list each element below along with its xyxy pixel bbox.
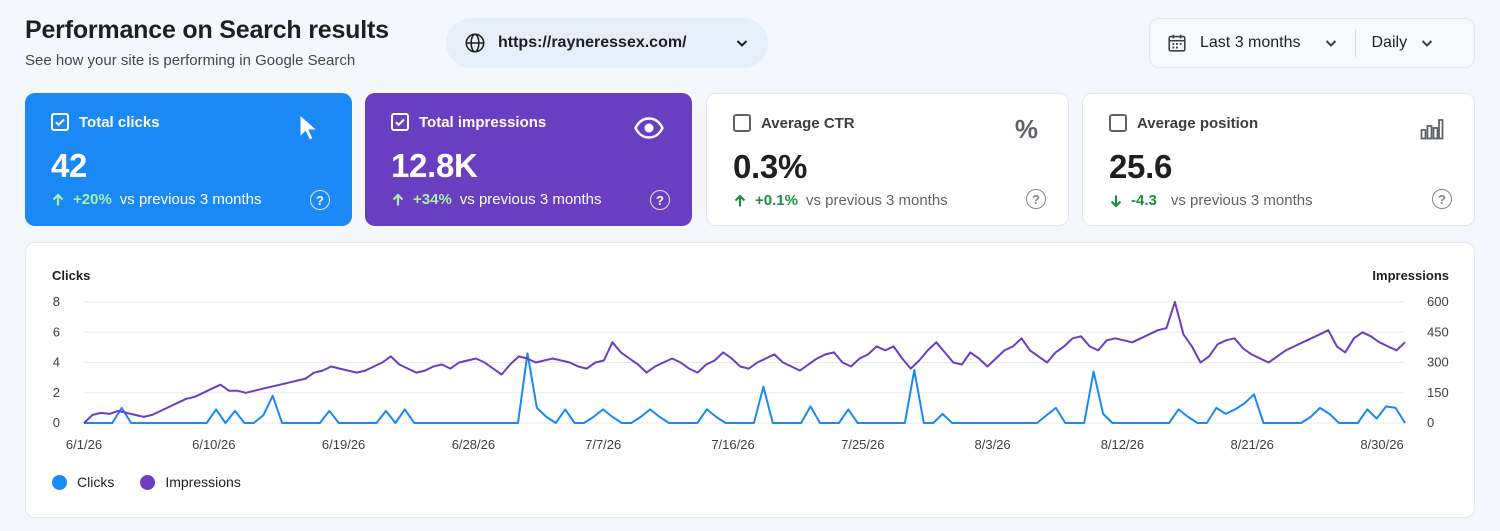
arrow-down-icon <box>1109 194 1123 208</box>
metric-label: Total impressions <box>419 113 547 131</box>
y-tick-label-right: 0 <box>1427 415 1434 430</box>
chevron-down-icon <box>1419 35 1435 51</box>
legend-item-clicks[interactable]: Clicks <box>52 474 114 490</box>
series-line-clicks <box>84 352 1406 424</box>
x-tick-label: 6/28/26 <box>452 437 495 452</box>
x-tick-label: 8/3/26 <box>975 437 1011 452</box>
metric-compare: vs previous 3 months <box>459 191 602 208</box>
y-tick-label-left: 8 <box>53 294 60 309</box>
metric-label: Average CTR <box>761 114 855 132</box>
legend-label: Clicks <box>77 474 115 490</box>
metric-delta: +20% <box>73 191 112 208</box>
date-range-label: Last 3 months <box>1200 34 1301 51</box>
x-tick-label: 7/7/26 <box>585 437 621 452</box>
metric-value: 25.6 <box>1109 148 1173 185</box>
y-tick-label-right: 600 <box>1427 294 1449 309</box>
chevron-down-icon <box>1323 35 1339 51</box>
x-tick-label: 6/1/26 <box>66 437 102 452</box>
calendar-icon <box>1166 32 1188 54</box>
y-axis-title-left: Clicks <box>52 268 90 283</box>
metric-delta: -4.3 <box>1131 192 1157 209</box>
metric-card-total-impressions[interactable]: Total impressions 12.8K +34% vs previous… <box>365 93 692 226</box>
x-tick-label: 8/21/26 <box>1231 437 1274 452</box>
metric-compare: vs previous 3 months <box>805 192 948 209</box>
x-tick-label: 6/10/26 <box>192 437 235 452</box>
metric-card-total-clicks[interactable]: Total clicks 42 +20% vs previous 3 month… <box>25 93 352 226</box>
legend-item-impressions[interactable]: Impressions <box>140 474 241 490</box>
metric-card-average-ctr[interactable]: Average CTR % 0.3% +0.1% vs previous 3 m… <box>706 93 1069 226</box>
page-subtitle: See how your site is performing in Googl… <box>25 52 356 69</box>
arrow-up-icon <box>391 192 405 207</box>
y-tick-label-right: 300 <box>1427 355 1449 370</box>
y-tick-label-left: 6 <box>53 324 60 339</box>
metric-compare: vs previous 3 months <box>1170 192 1313 209</box>
metric-delta: +0.1% <box>755 192 798 209</box>
help-icon[interactable]: ? <box>1026 189 1046 209</box>
date-range-dropdown[interactable]: Last 3 months <box>1150 19 1355 67</box>
y-tick-label-left: 2 <box>53 385 60 400</box>
checkbox-unchecked-icon[interactable] <box>1109 114 1127 132</box>
metric-value: 0.3% <box>733 148 808 185</box>
site-selector[interactable]: https://rayneressex.com/ <box>446 18 768 68</box>
bar-chart-icon <box>1420 118 1444 145</box>
metric-label: Total clicks <box>79 113 160 131</box>
eye-icon <box>634 117 664 144</box>
help-icon[interactable]: ? <box>310 190 330 210</box>
checkbox-checked-icon[interactable] <box>391 113 409 131</box>
cursor-icon <box>296 113 322 148</box>
x-tick-label: 8/30/26 <box>1360 437 1403 452</box>
x-tick-label: 7/16/26 <box>711 437 754 452</box>
y-axis-title-right: Impressions <box>1372 268 1449 283</box>
y-tick-label-left: 4 <box>53 355 60 370</box>
metric-compare: vs previous 3 months <box>119 191 262 208</box>
checkbox-unchecked-icon[interactable] <box>733 114 751 132</box>
x-tick-label: 7/25/26 <box>841 437 884 452</box>
series-line-impressions <box>83 301 1406 424</box>
divider <box>1354 29 1356 57</box>
percent-icon: % <box>1014 114 1038 144</box>
metric-value: 42 <box>51 147 88 184</box>
page-title: Performance on Search results <box>25 16 389 44</box>
legend-dot-impressions <box>140 474 156 490</box>
legend-label: Impressions <box>165 474 241 490</box>
metric-label: Average position <box>1137 114 1259 132</box>
metric-card-average-position[interactable]: Average position 25.6 -4.3 vs previous 3… <box>1082 93 1475 226</box>
chart-legend: Clicks Impressions <box>52 474 253 490</box>
granularity-label: Daily <box>1371 34 1408 51</box>
chevron-down-icon <box>734 35 750 51</box>
checkbox-checked-icon[interactable] <box>51 113 69 131</box>
arrow-up-icon <box>733 193 747 208</box>
x-tick-label: 8/12/26 <box>1101 437 1144 452</box>
globe-icon <box>464 32 486 54</box>
y-tick-label-right: 450 <box>1427 324 1449 339</box>
site-url: https://rayneressex.com/ <box>498 34 687 51</box>
help-icon[interactable]: ? <box>1432 189 1452 209</box>
granularity-dropdown[interactable]: Daily <box>1356 19 1452 67</box>
y-tick-label-left: 0 <box>53 415 60 430</box>
arrow-up-icon <box>51 192 65 207</box>
help-icon[interactable]: ? <box>650 190 670 210</box>
legend-dot-clicks <box>52 474 67 490</box>
performance-chart-panel <box>25 242 1475 518</box>
range-selector: Last 3 months Daily <box>1149 18 1475 68</box>
x-tick-label: 6/19/26 <box>322 437 365 452</box>
metric-delta: +34% <box>413 191 452 208</box>
y-tick-label-right: 150 <box>1427 385 1449 400</box>
metric-value: 12.8K <box>391 147 478 184</box>
